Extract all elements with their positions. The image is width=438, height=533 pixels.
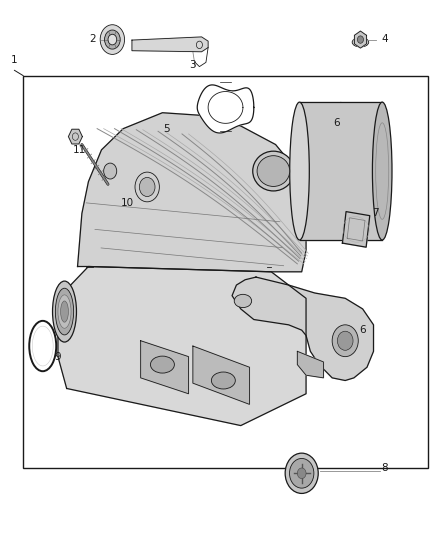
Polygon shape: [232, 277, 374, 381]
Circle shape: [357, 36, 364, 43]
Text: 6: 6: [359, 325, 366, 335]
Polygon shape: [300, 102, 382, 240]
Ellipse shape: [253, 151, 294, 191]
Circle shape: [139, 177, 155, 197]
Ellipse shape: [150, 356, 174, 373]
Circle shape: [290, 458, 314, 488]
Polygon shape: [343, 212, 370, 247]
Polygon shape: [197, 85, 254, 133]
Text: 11: 11: [73, 145, 86, 155]
Ellipse shape: [290, 102, 309, 240]
Text: 4: 4: [381, 34, 388, 44]
Ellipse shape: [352, 37, 369, 47]
Ellipse shape: [55, 288, 74, 335]
Circle shape: [108, 34, 117, 45]
Circle shape: [105, 30, 120, 49]
Ellipse shape: [32, 326, 53, 366]
Ellipse shape: [212, 372, 235, 389]
Ellipse shape: [372, 102, 392, 240]
Text: 3: 3: [190, 60, 196, 70]
Ellipse shape: [60, 301, 68, 322]
Ellipse shape: [58, 295, 71, 328]
Text: 9: 9: [55, 352, 61, 361]
Polygon shape: [132, 37, 208, 52]
Text: 10: 10: [121, 198, 134, 208]
Polygon shape: [58, 266, 306, 425]
Text: 5: 5: [163, 124, 170, 134]
Polygon shape: [208, 92, 243, 123]
Text: 8: 8: [381, 463, 388, 473]
Polygon shape: [354, 31, 367, 48]
Text: 2: 2: [89, 34, 96, 44]
Bar: [23, 76, 428, 468]
Circle shape: [297, 468, 306, 479]
Ellipse shape: [257, 156, 290, 187]
Circle shape: [135, 172, 159, 202]
Text: 1: 1: [11, 55, 18, 64]
Polygon shape: [297, 351, 323, 378]
Polygon shape: [141, 341, 188, 394]
Ellipse shape: [234, 294, 252, 308]
Polygon shape: [78, 113, 306, 272]
Ellipse shape: [53, 281, 77, 342]
Polygon shape: [193, 346, 250, 405]
Circle shape: [332, 325, 358, 357]
Text: 7: 7: [372, 208, 379, 219]
Circle shape: [100, 25, 124, 54]
Circle shape: [285, 453, 318, 494]
Circle shape: [104, 163, 117, 179]
Circle shape: [337, 331, 353, 350]
Polygon shape: [68, 129, 82, 144]
Text: 6: 6: [333, 118, 340, 128]
Ellipse shape: [29, 321, 56, 371]
